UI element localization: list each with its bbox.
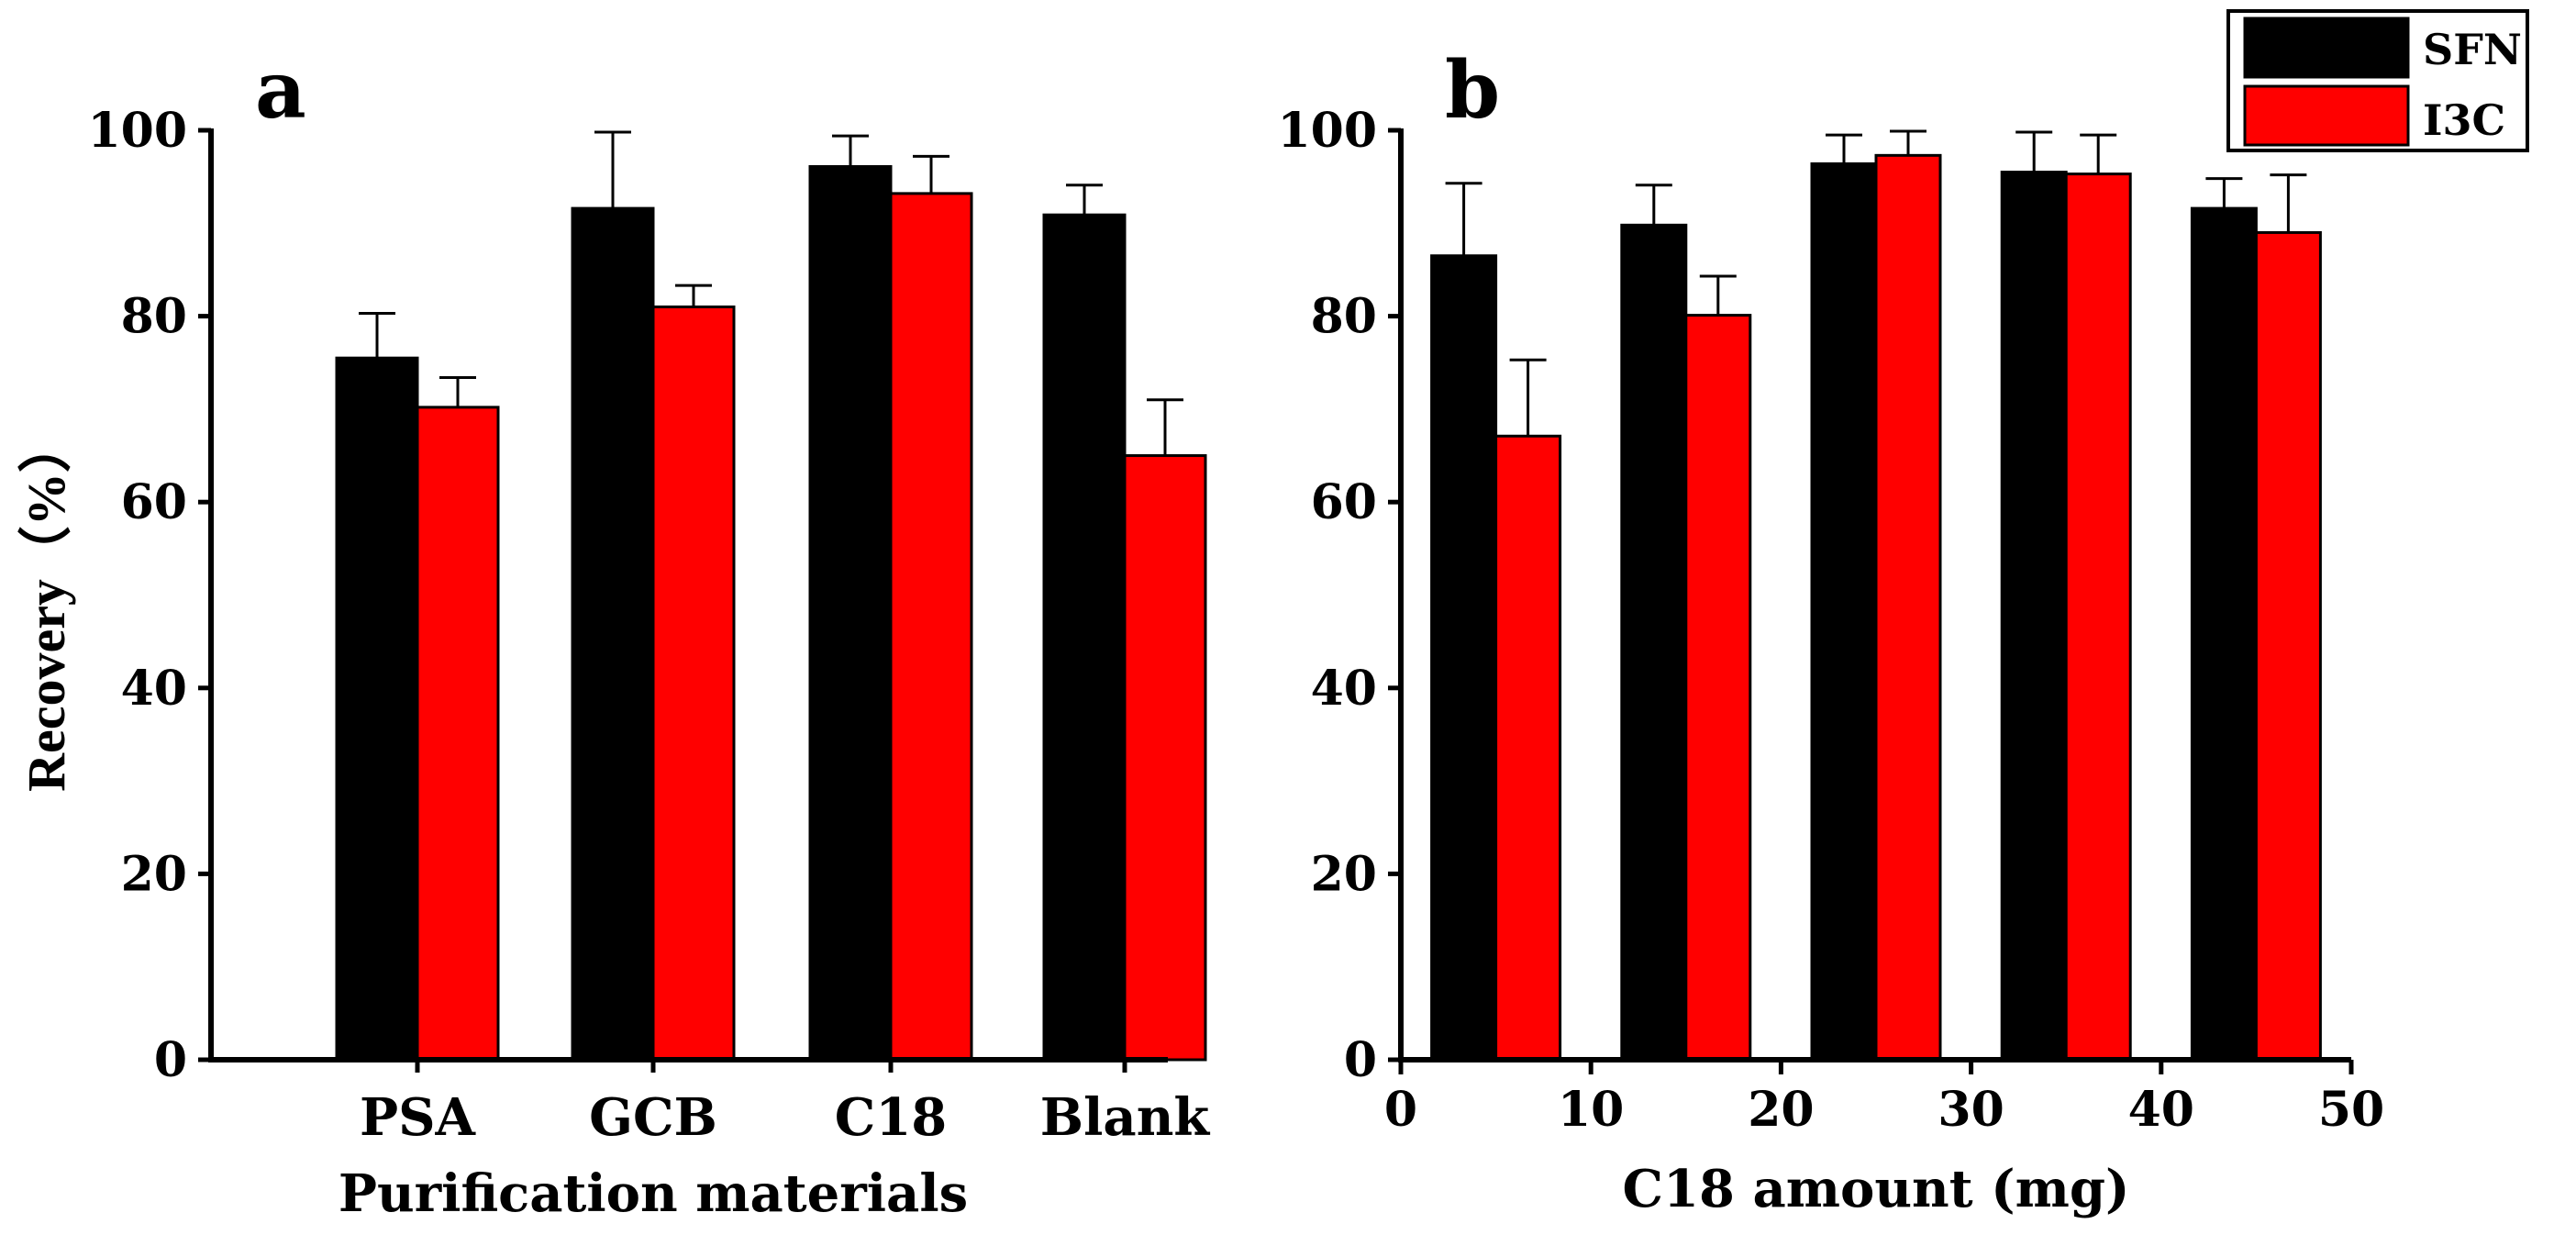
bar-i3c-1 bbox=[416, 406, 500, 1062]
bar-i3c-3 bbox=[1874, 153, 1942, 1062]
panel-a-x-ticks: PSA GCB C18 Blank bbox=[360, 1060, 1210, 1148]
legend-label-sfn: SFN bbox=[2423, 25, 2522, 74]
panel-b-label: b bbox=[1445, 44, 1500, 137]
bar-sfn-2 bbox=[1620, 223, 1688, 1062]
x-tick-label: 0 bbox=[1384, 1082, 1417, 1138]
legend-swatch-i3c bbox=[2243, 84, 2410, 147]
bar-sfn-5 bbox=[2190, 206, 2258, 1062]
bar-i3c-2 bbox=[651, 305, 736, 1062]
panel-a: a 0 20 40 60 80 100 PSA GCB C18 Blank Purificati… bbox=[17, 44, 1210, 1224]
panel-a-error-bars bbox=[359, 130, 1183, 456]
panel-a-label: a bbox=[255, 44, 306, 137]
y-tick-label: 20 bbox=[1311, 846, 1377, 902]
y-tick-label: 40 bbox=[1311, 661, 1377, 717]
bar-i3c-5 bbox=[2254, 230, 2322, 1062]
y-tick-label: 40 bbox=[121, 661, 187, 717]
bar-sfn-2 bbox=[571, 206, 655, 1062]
bar-sfn-1 bbox=[1430, 254, 1498, 1062]
x-category-label: GCB bbox=[589, 1087, 717, 1148]
bar-sfn-4 bbox=[2000, 171, 2068, 1062]
x-tick-label: 50 bbox=[2318, 1082, 2384, 1138]
panel-b: b 0 20 40 60 80 100 0 10 20 30 40 50 C18 amount (m… bbox=[1277, 44, 2384, 1219]
y-tick-label: 60 bbox=[121, 474, 187, 530]
bar-sfn-3 bbox=[808, 165, 893, 1062]
panel-b-x-axis-title: C18 amount (mg) bbox=[1622, 1159, 2129, 1219]
y-tick-label: 80 bbox=[1311, 289, 1377, 345]
panel-b-y-ticks: 0 20 40 60 80 100 bbox=[1277, 103, 1401, 1088]
bar-i3c-4 bbox=[1123, 454, 1207, 1062]
x-tick-label: 40 bbox=[2128, 1082, 2194, 1138]
panel-b-error-bars bbox=[1445, 129, 2307, 437]
y-tick-label: 0 bbox=[1344, 1032, 1377, 1088]
legend-swatch-sfn bbox=[2243, 17, 2410, 79]
panel-a-bars bbox=[335, 165, 1207, 1062]
bar-sfn-4 bbox=[1042, 213, 1127, 1062]
bar-i3c-3 bbox=[889, 192, 973, 1062]
y-tick-label: 80 bbox=[121, 289, 187, 345]
panel-b-bars bbox=[1430, 153, 2322, 1062]
bar-sfn-3 bbox=[1810, 161, 1878, 1062]
legend: SFN I3C bbox=[2226, 9, 2529, 152]
y-tick-label: 60 bbox=[1311, 474, 1377, 530]
x-tick-label: 20 bbox=[1748, 1082, 1814, 1138]
x-category-label: PSA bbox=[360, 1087, 477, 1148]
bar-i3c-4 bbox=[2064, 172, 2132, 1062]
x-tick-label: 30 bbox=[1938, 1082, 2004, 1138]
y-tick-label: 20 bbox=[121, 846, 187, 902]
panel-a-y-axis-title: Recovery（%） bbox=[17, 419, 76, 792]
panel-a-y-ticks: 0 20 40 60 80 100 bbox=[87, 103, 211, 1088]
bar-i3c-2 bbox=[1684, 314, 1752, 1062]
bar-sfn-1 bbox=[335, 356, 419, 1062]
y-tick-label: 100 bbox=[87, 103, 187, 159]
x-category-label: Blank bbox=[1040, 1087, 1211, 1148]
panel-a-x-axis-title: Purification materials bbox=[339, 1163, 968, 1224]
y-tick-label: 0 bbox=[154, 1032, 187, 1088]
panel-b-x-ticks: 0 10 20 30 40 50 bbox=[1384, 1060, 2384, 1138]
y-tick-label: 100 bbox=[1277, 103, 1377, 159]
legend-label-i3c: I3C bbox=[2423, 95, 2505, 145]
x-tick-label: 10 bbox=[1558, 1082, 1624, 1138]
x-category-label: C18 bbox=[835, 1087, 948, 1148]
bar-i3c-1 bbox=[1494, 434, 1562, 1062]
